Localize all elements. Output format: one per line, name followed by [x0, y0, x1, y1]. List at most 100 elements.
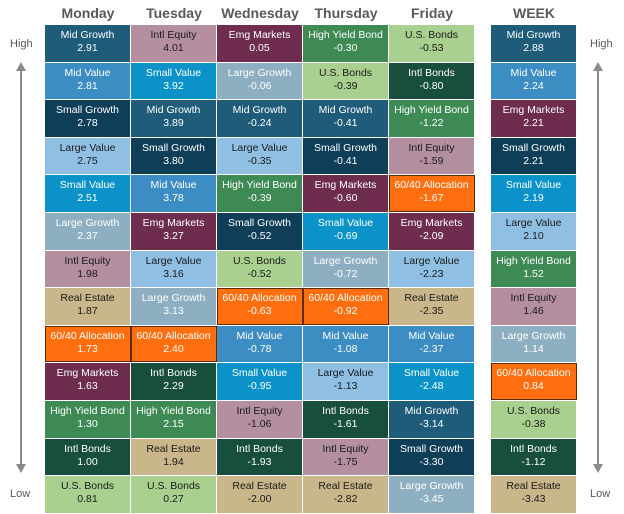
asset-name: Emg Markets — [314, 179, 377, 192]
quilt-cell: Large Growth 1.14 — [491, 325, 577, 363]
asset-name: Large Value — [505, 217, 562, 229]
return-value: -3.14 — [419, 418, 444, 430]
asset-name: Emg Markets — [502, 104, 565, 117]
return-value: 2.21 — [523, 117, 544, 130]
asset-name: U.S. Bonds — [60, 480, 115, 493]
return-value: -0.41 — [333, 117, 358, 130]
return-value: 2.88 — [523, 42, 544, 54]
return-value: 2.10 — [523, 230, 544, 242]
return-value: 3.80 — [163, 154, 184, 167]
quilt-cell: Small Growth 3.80 — [131, 137, 217, 175]
return-value: -2.37 — [419, 342, 444, 355]
quilt-cell: Small Value -2.48 — [389, 363, 475, 400]
return-value: 1.87 — [77, 305, 98, 318]
return-value: -2.82 — [333, 493, 358, 506]
quilt-cell: Intl Bonds -1.93 — [217, 438, 303, 476]
asset-name: Large Growth — [399, 480, 464, 493]
quilt-cell: Mid Value -0.78 — [217, 325, 303, 363]
asset-name: Real Estate — [146, 442, 201, 455]
asset-name: Small Value — [505, 179, 562, 192]
return-value: 1.94 — [163, 455, 184, 468]
quilt-cell: High Yield Bond -0.39 — [217, 175, 303, 212]
arrow-shaft-left — [20, 70, 22, 464]
column-header-friday: Friday — [410, 5, 453, 21]
return-value: -0.80 — [419, 79, 444, 92]
arrow-up-icon-left — [16, 62, 26, 71]
quilt-cell: Mid Growth 3.89 — [131, 100, 217, 137]
return-value: -2.09 — [419, 230, 444, 242]
return-value: -1.08 — [333, 342, 358, 355]
quilt-cell: Small Value 2.51 — [45, 175, 131, 212]
return-value: -3.43 — [521, 493, 546, 506]
quilt-cell: High Yield Bond 1.52 — [491, 250, 577, 288]
return-value: -0.41 — [333, 154, 358, 167]
asset-name: Intl Bonds — [150, 367, 197, 380]
asset-name: Mid Value — [64, 66, 111, 79]
asset-name: Large Growth — [227, 66, 292, 79]
asset-name: High Yield Bond — [496, 254, 571, 267]
asset-name: U.S. Bonds — [232, 254, 287, 267]
return-value: 2.21 — [523, 154, 544, 167]
return-value: -2.48 — [419, 380, 444, 393]
asset-name: Large Value — [317, 367, 374, 380]
quilt-cell: U.S. Bonds -0.52 — [217, 250, 303, 288]
return-value: 1.52 — [523, 267, 544, 280]
quilt-cell: Mid Growth -0.24 — [217, 100, 303, 137]
quilt-cell: Large Value -1.13 — [303, 363, 389, 400]
quilt-cell: Large Value -0.35 — [217, 137, 303, 175]
return-value: 1.73 — [77, 342, 98, 355]
asset-name: Mid Value — [510, 66, 557, 79]
quilt-cell: Large Value 2.10 — [491, 213, 577, 250]
quilt-cell: Small Growth 2.21 — [491, 137, 577, 175]
asset-name: Mid Growth — [60, 29, 115, 41]
asset-name: Mid Value — [408, 329, 455, 342]
return-value: 0.84 — [523, 380, 544, 393]
asset-name: Large Value — [231, 141, 288, 154]
asset-name: High Yield Bond — [50, 405, 125, 417]
quilt-cell: U.S. Bonds -0.39 — [303, 62, 389, 100]
quilt-cell: Intl Equity -1.59 — [389, 137, 475, 175]
asset-name: 60/40 Allocation — [50, 329, 125, 342]
quilt-cell: 60/40 Allocation 2.40 — [131, 325, 217, 363]
return-value: -3.30 — [419, 455, 444, 468]
return-value: 0.81 — [77, 493, 98, 506]
asset-name: U.S. Bonds — [146, 480, 201, 493]
asset-name: 60/40 Allocation — [136, 329, 211, 342]
quilt-cell: Small Growth -3.30 — [389, 438, 475, 476]
low-label-right: Low — [590, 488, 611, 500]
quilt-cell: High Yield Bond -0.30 — [303, 25, 389, 62]
quilt-cell: Large Growth -3.45 — [389, 476, 475, 513]
quilt-cell: Real Estate -2.82 — [303, 476, 389, 513]
return-value: -0.63 — [247, 305, 272, 318]
asset-name: Small Value — [231, 367, 288, 380]
asset-name: Mid Growth — [232, 104, 287, 117]
asset-name: Large Growth — [141, 292, 206, 305]
asset-name: Intl Equity — [150, 29, 197, 41]
asset-name: Large Value — [403, 254, 460, 267]
return-value: 2.29 — [163, 380, 184, 393]
return-value: -0.52 — [247, 230, 272, 242]
quilt-cell: Large Value 2.75 — [45, 137, 131, 175]
asset-name: Emg Markets — [56, 367, 119, 380]
return-value: 2.24 — [523, 79, 544, 92]
asset-name: U.S. Bonds — [404, 29, 459, 41]
asset-name: Small Growth — [501, 141, 565, 154]
arrow-up-icon-right — [593, 62, 603, 71]
return-value: 0.05 — [249, 42, 270, 54]
return-value: 1.00 — [77, 455, 98, 468]
return-value: -0.78 — [247, 342, 272, 355]
quilt-cell: Mid Value 3.78 — [131, 175, 217, 212]
asset-name: Mid Growth — [404, 405, 459, 417]
return-value: 1.98 — [77, 267, 98, 280]
return-value: -1.59 — [419, 154, 444, 167]
quilt-cell: Intl Bonds -1.61 — [303, 401, 389, 438]
asset-name: Mid Value — [236, 329, 283, 342]
asset-name: Large Value — [59, 141, 116, 154]
return-value: -0.39 — [247, 192, 272, 205]
asset-name: High Yield Bond — [308, 29, 383, 41]
return-value: -1.06 — [247, 418, 272, 430]
return-value: 2.81 — [77, 79, 98, 92]
quilt-cell: 60/40 Allocation -1.67 — [389, 175, 475, 212]
asset-name: High Yield Bond — [222, 179, 297, 192]
quilt-cell: Large Growth 3.13 — [131, 288, 217, 325]
